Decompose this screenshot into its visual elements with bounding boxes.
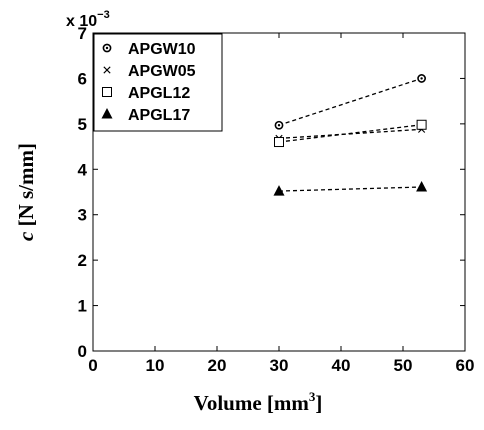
legend-label: APGW10 [128, 41, 196, 58]
y-tick-label: 2 [78, 251, 87, 270]
point-marker [274, 137, 284, 148]
legend-box [93, 33, 223, 132]
legend-item: APGW05 [103, 63, 196, 80]
series-apgl17 [273, 181, 428, 196]
legend-label: APGL17 [128, 107, 190, 124]
y-tick-label: 1 [78, 297, 87, 316]
series-layer [273, 74, 428, 196]
y-tick-label: 4 [78, 160, 88, 179]
point-marker-center [420, 77, 423, 80]
x-tick-label: 50 [394, 356, 413, 375]
y-tick-label: 0 [78, 342, 87, 361]
point-marker [102, 87, 112, 97]
y-tick-label: 3 [78, 206, 87, 225]
axis-ticks: 0 10 20 30 40 50 60 0 1 2 3 4 5 6 7 [78, 24, 475, 375]
x-tick-label: 20 [208, 356, 227, 375]
series-line [278, 186, 422, 192]
point-marker [416, 119, 427, 130]
point-marker-center [277, 124, 281, 127]
legend-item: APGL12 [102, 85, 190, 102]
point-marker [416, 181, 428, 192]
series-apgl12 [274, 119, 427, 148]
y-tick-label: 5 [78, 115, 87, 134]
legend: APGW10 APGW05 APGL12 APGL17 [93, 33, 223, 132]
x-axis-title: Volume [mm3] [194, 389, 323, 415]
series-line [278, 124, 422, 143]
y-multiplier: x 10−3 [66, 9, 110, 30]
point-marker [103, 66, 111, 74]
legend-item: APGW10 [102, 41, 196, 58]
x-tick-label: 0 [88, 356, 97, 375]
x-tick-label: 60 [456, 356, 475, 375]
x-tick-label: 30 [270, 356, 289, 375]
legend-label: APGL12 [128, 85, 190, 102]
point-marker [273, 185, 285, 196]
x-tick-label: 10 [146, 356, 165, 375]
legend-item: APGL17 [101, 107, 190, 124]
y-tick-label: 7 [78, 24, 87, 43]
y-tick-label: 6 [78, 69, 87, 88]
y-axis-title: c [N s/mm] [14, 143, 38, 241]
legend-label: APGW05 [128, 63, 196, 80]
x-tick-label: 40 [332, 356, 351, 375]
series-apgw10 [274, 74, 426, 130]
point-marker-center [105, 46, 109, 50]
point-marker [101, 108, 113, 119]
